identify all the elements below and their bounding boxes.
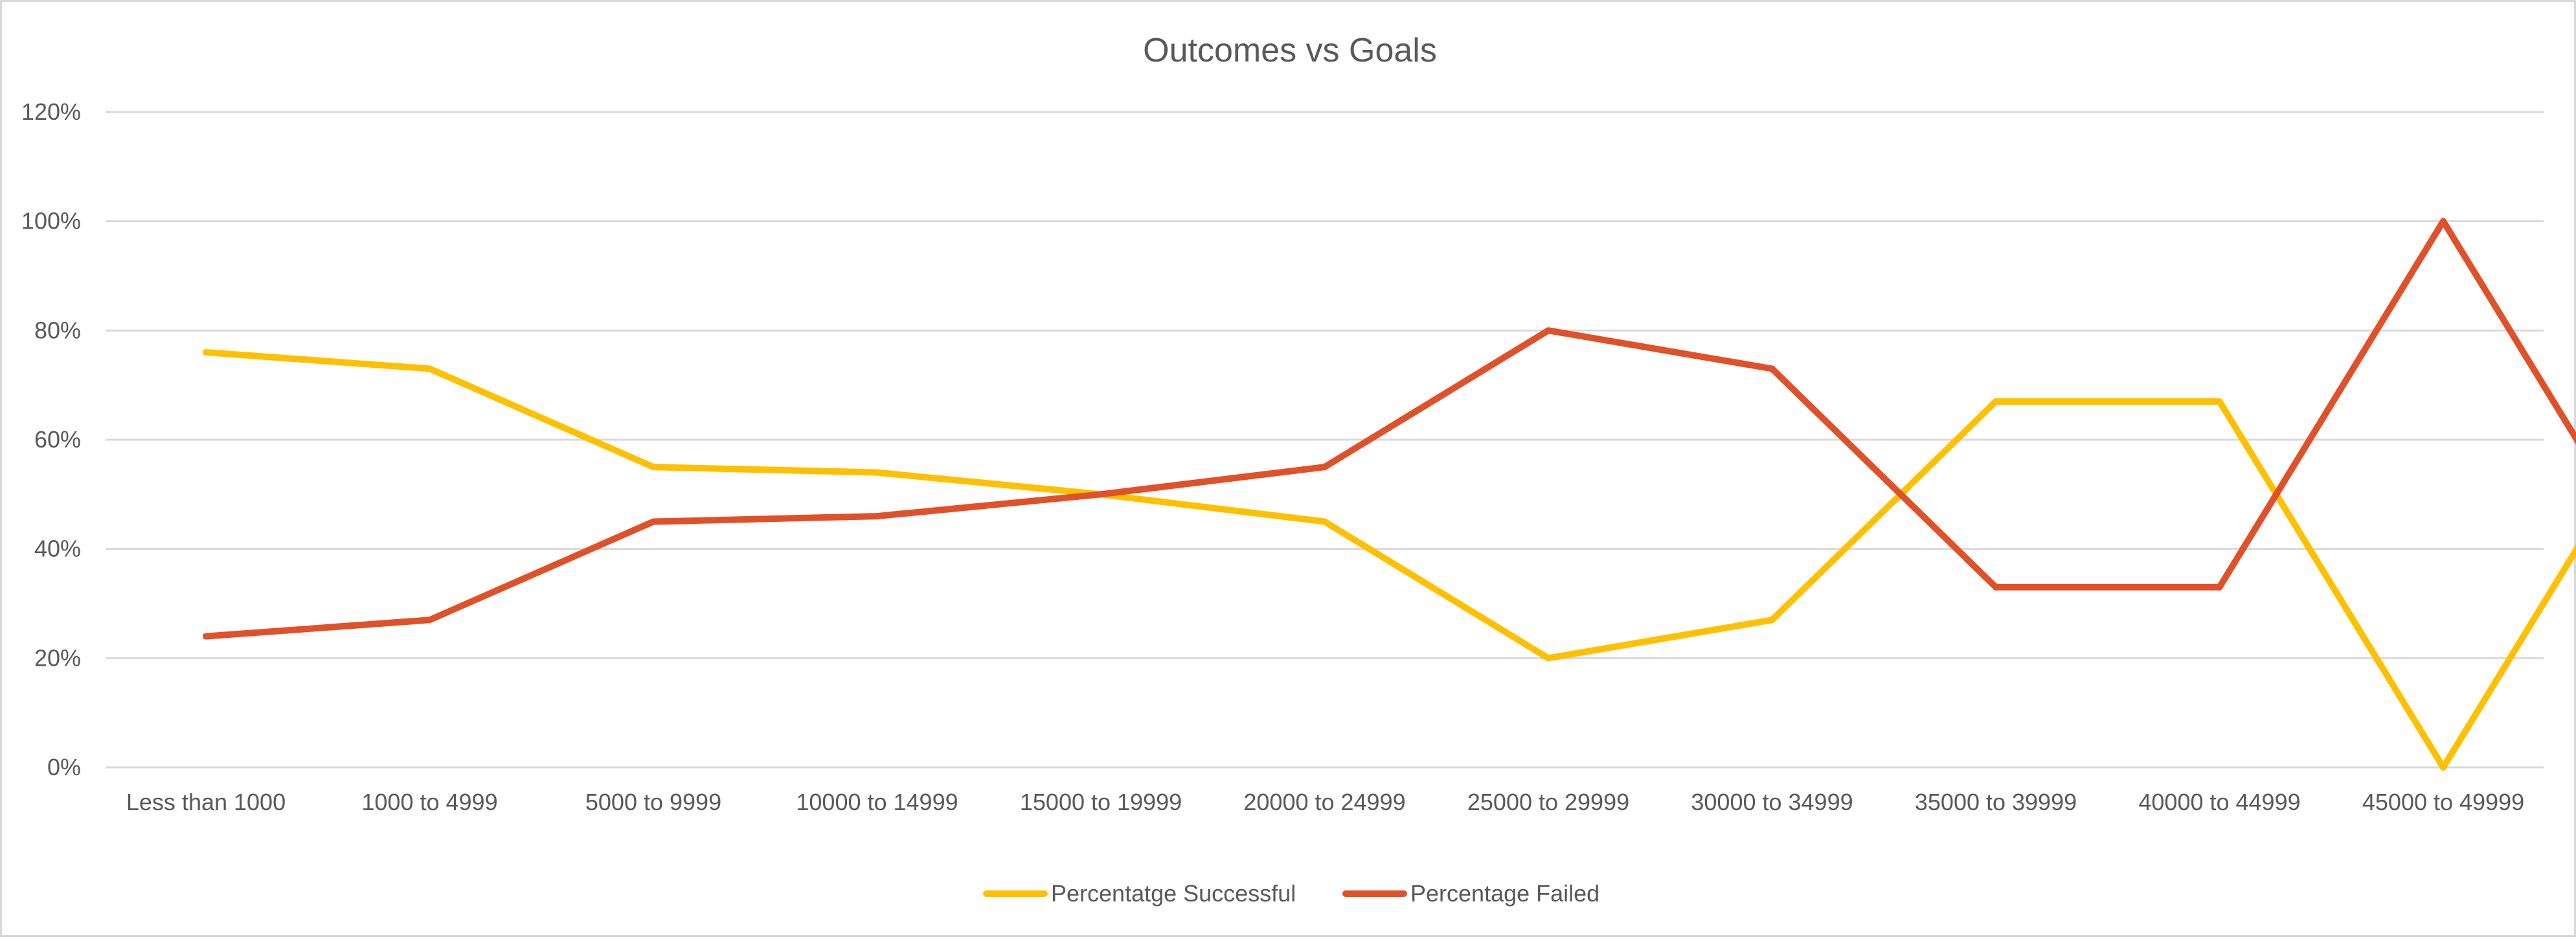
y-tick-label: 60% [34,426,81,453]
data-point [650,519,657,525]
x-tick-label-line: 40000 to 44999 [2138,789,2300,815]
data-point [1545,327,1552,334]
data-point [203,633,209,640]
x-tick-label: 5000 to 9999 [585,789,721,815]
legend-label: Percentatge Successful [1051,880,1296,907]
y-tick-label: 20% [34,644,81,671]
x-tick-label: 40000 to 44999 [2138,789,2300,815]
x-tick-label-line: Less than 1000 [126,789,286,815]
x-tick-label: 10000 to 14999 [796,789,958,815]
x-tick-label: 25000 to 29999 [1467,789,1629,815]
data-point [2217,584,2223,591]
x-tick-label-line: 1000 to 4999 [361,789,497,815]
y-tick-label: 80% [34,317,81,343]
series-lines [203,218,2576,771]
data-point [1769,617,1776,623]
legend: Percentatge Successful Percentage Failed [986,880,1599,907]
data-point [2440,764,2446,771]
x-tick-label-line: 20000 to 24999 [1243,789,1405,815]
data-point [1098,491,1104,497]
y-tick-label: 120% [21,98,81,125]
x-tick-label: 30000 to 34999 [1691,789,1853,815]
x-tick-label-line: 5000 to 9999 [585,789,721,815]
x-tick-label: 1000 to 4999 [361,789,497,815]
data-point [874,513,881,519]
y-tick-label: 100% [21,208,81,234]
y-tick-label: 0% [47,754,81,780]
data-point [1993,398,1999,405]
x-axis-ticks: Less than 1000 1000 to 4999 5000 to 9999 10… [126,789,2576,844]
data-point [1322,519,1328,525]
data-point [1769,365,1776,372]
data-point [2217,398,2223,405]
data-point [1993,584,1999,591]
data-point [1322,464,1328,470]
x-tick-label: 15000 to 19999 [1020,789,1182,815]
x-tick-label-line: 25000 to 29999 [1467,789,1629,815]
x-tick-label-line: 15000 to 19999 [1020,789,1182,815]
gridlines [106,112,2544,767]
data-point [427,365,433,372]
data-point [874,470,881,476]
x-tick-label-line: 45000 to 49999 [2362,789,2524,815]
data-point [203,349,209,356]
data-point [1545,655,1552,661]
data-point [2440,218,2446,225]
x-tick-label-line: 10000 to 14999 [796,789,958,815]
x-tick-label: Less than 1000 [126,789,286,815]
legend-label: Percentage Failed [1410,880,1599,907]
data-point [427,617,433,623]
data-point [650,464,657,470]
x-tick-label: 35000 to 39999 [1915,789,2077,815]
x-tick-label-line: 30000 to 34999 [1691,789,1853,815]
y-tick-label: 40% [34,536,81,562]
x-tick-label: 45000 to 49999 [2362,789,2524,815]
y-axis-ticks: 0% 20% 40% 60% 80% 100% 120% [21,98,81,780]
x-tick-label-line: 35000 to 39999 [1915,789,2077,815]
chart-title: Outcomes vs Goals [1143,32,1437,69]
x-tick-label: 20000 to 24999 [1243,789,1405,815]
